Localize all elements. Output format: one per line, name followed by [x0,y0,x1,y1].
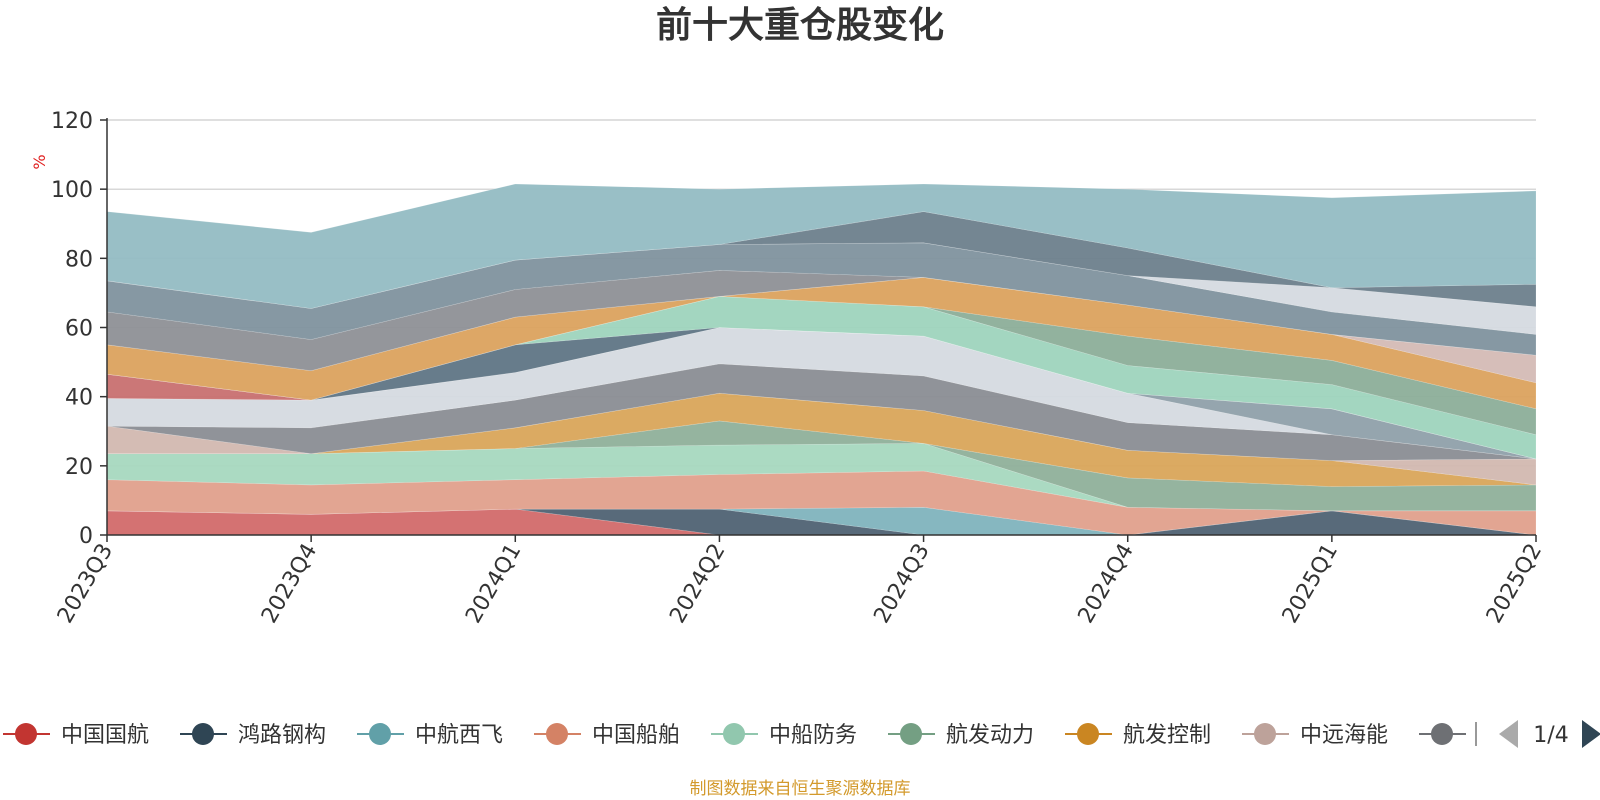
legend-page-indicator: 1/4 [1533,723,1568,748]
area-series-14 [106,296,1537,460]
legend-label: 中国国航 [61,723,149,748]
legend-marker [900,723,922,745]
legend-marker [546,723,568,745]
legend-marker [723,723,745,745]
x-tick-label: 2025Q1 [1278,540,1343,628]
y-tick-label: 80 [65,247,93,272]
legend-label: 航发控制 [1123,723,1211,748]
legend-item[interactable]: 航发动力 [888,723,1034,748]
legend-marker [1254,723,1276,745]
prev-page-icon[interactable] [1499,720,1518,748]
legend-label: 中船防务 [769,723,857,748]
area-series-15 [106,296,1537,436]
legend-item[interactable]: 中远海能 [1242,723,1388,748]
y-tick-label: 60 [65,317,93,342]
area-series [106,183,1537,536]
area-series-6 [107,420,1537,512]
x-tick-label: 2023Q3 [53,540,118,628]
legend-marker [1431,723,1453,745]
legend-marker [1077,723,1099,745]
chart-title: 前十大重仓股变化 [655,5,944,46]
y-tick-label: 40 [65,386,93,411]
legend: 中国国航 鸿路钢构 中航西飞 中国船舶 中船防务 航发动力 航发控制 中远海能 1/4 [3,720,1600,748]
x-tick-label: 2024Q2 [665,540,730,628]
y-tick-label: 0 [79,524,93,549]
legend-item[interactable]: 中船防务 [711,723,857,748]
legend-label: 中国船舶 [592,723,680,748]
legend-marker [15,723,37,745]
x-tick-label: 2024Q4 [1074,540,1139,628]
area-series-22 [106,183,1537,309]
legend-item[interactable]: 中航西飞 [357,723,503,748]
next-page-icon[interactable] [1582,720,1600,748]
legend-label: 航发动力 [946,723,1034,748]
stacked-area-chart: 0 20 40 60 80 100 120% 2023Q3 2023Q4 2024Q1 2024Q2… [3,109,1600,748]
legend-item[interactable] [1419,723,1466,745]
legend-item[interactable]: 鸿路钢构 [180,723,326,748]
legend-label-clipped [1475,722,1477,746]
legend-marker [192,723,214,745]
legend-item[interactable]: 中国国航 [3,723,149,748]
y-tick-label: 120 [51,109,93,134]
x-tick-label: 2024Q3 [869,540,934,628]
legend-label: 中远海能 [1300,723,1388,748]
x-tick-label: 2023Q4 [257,540,322,628]
y-axis-unit: % [30,154,49,169]
legend-marker [369,723,391,745]
x-tick-label: 2024Q1 [461,540,526,628]
x-tick-label: 2025Q2 [1482,540,1547,628]
legend-label: 中航西飞 [415,723,503,748]
legend-item[interactable]: 中国船舶 [534,723,680,748]
y-tick-label: 100 [51,178,93,203]
source-note: 制图数据来自恒生聚源数据库 [689,779,911,799]
legend-label: 鸿路钢构 [238,723,326,748]
legend-item[interactable]: 航发控制 [1065,723,1211,748]
y-tick-label: 20 [65,455,93,480]
